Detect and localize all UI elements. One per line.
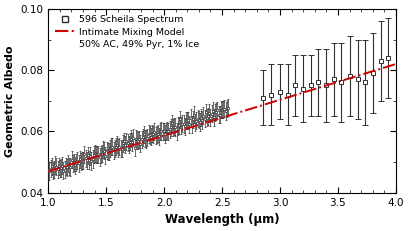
Intimate Mixing Model [234,112,239,115]
Intimate Mixing Model [331,82,336,85]
X-axis label: Wavelength (μm): Wavelength (μm) [165,213,279,226]
Intimate Mixing Model [213,118,218,121]
Intimate Mixing Model [211,119,216,122]
Line: Intimate Mixing Model: Intimate Mixing Model [48,64,396,171]
Legend: 596 Scheila Spectrum, Intimate Mixing Model, 50% AC, 49% Pyr, 1% Ice: 596 Scheila Spectrum, Intimate Mixing Mo… [52,13,202,52]
Y-axis label: Geometric Albedo: Geometric Albedo [5,45,15,157]
Intimate Mixing Model [393,63,398,65]
Intimate Mixing Model [46,170,51,173]
Intimate Mixing Model [253,106,258,109]
Intimate Mixing Model [385,65,390,68]
